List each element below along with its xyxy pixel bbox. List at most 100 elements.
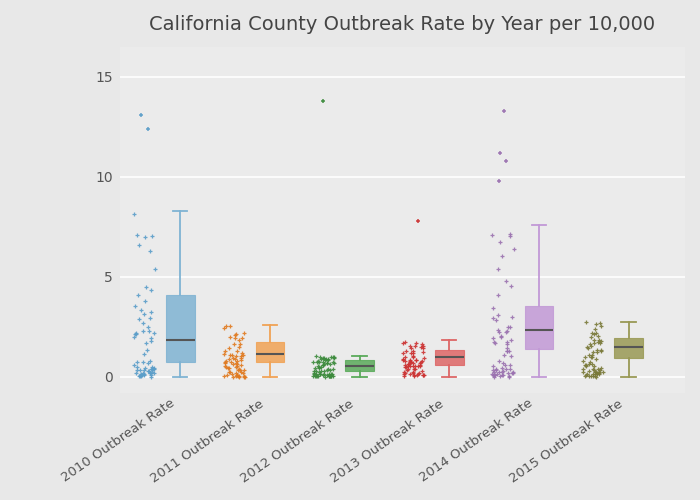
Point — [590, 320, 601, 328]
Point — [220, 358, 232, 366]
Point — [327, 353, 338, 361]
Point — [399, 370, 410, 378]
Point — [146, 334, 157, 342]
Point — [321, 359, 332, 367]
Point — [147, 362, 158, 370]
Point — [398, 354, 409, 362]
Point — [328, 353, 339, 361]
Point — [314, 370, 326, 378]
Point — [500, 365, 512, 373]
Point — [402, 365, 414, 373]
Point — [414, 362, 426, 370]
Point — [220, 363, 232, 371]
Point — [502, 338, 513, 346]
Point — [494, 328, 505, 336]
Point — [589, 372, 600, 380]
Point — [326, 370, 337, 378]
Point — [131, 329, 142, 337]
Point — [230, 372, 241, 380]
Point — [309, 364, 321, 372]
Point — [598, 368, 609, 376]
Point — [589, 368, 600, 376]
Point — [504, 372, 515, 380]
Point — [145, 356, 156, 364]
Point — [311, 358, 322, 366]
Point — [328, 359, 339, 367]
Point — [307, 372, 318, 380]
Point — [580, 361, 592, 369]
Point — [324, 372, 335, 380]
Point — [502, 328, 513, 336]
Point — [416, 358, 427, 366]
Point — [581, 371, 592, 379]
Point — [589, 326, 601, 334]
Point — [239, 329, 250, 337]
Point — [321, 360, 332, 368]
Point — [218, 372, 230, 380]
Point — [500, 360, 511, 368]
Point — [501, 344, 512, 351]
Point — [405, 362, 416, 370]
Point — [228, 372, 239, 380]
Point — [148, 330, 160, 338]
Point — [498, 106, 509, 114]
Point — [412, 362, 423, 370]
Point — [318, 370, 329, 378]
Point — [416, 340, 428, 348]
Point — [407, 362, 418, 370]
Point — [407, 349, 419, 357]
Point — [419, 354, 430, 362]
Point — [316, 366, 327, 374]
Point — [323, 370, 335, 378]
Point — [582, 344, 594, 352]
Point — [412, 216, 423, 224]
Point — [132, 358, 143, 366]
Point — [315, 354, 326, 362]
Point — [139, 297, 150, 305]
Point — [137, 320, 148, 328]
Point — [230, 358, 241, 366]
Point — [583, 372, 594, 380]
Point — [145, 372, 156, 380]
Point — [400, 363, 412, 371]
Point — [326, 372, 337, 380]
Point — [234, 343, 245, 351]
Point — [402, 360, 413, 368]
Point — [236, 356, 247, 364]
Point — [231, 357, 242, 365]
Point — [587, 348, 598, 356]
Point — [498, 360, 509, 368]
Point — [507, 313, 518, 321]
Point — [328, 358, 339, 366]
Point — [580, 353, 591, 361]
Point — [500, 328, 512, 336]
Point — [400, 338, 411, 345]
Point — [141, 346, 153, 354]
Point — [148, 364, 160, 372]
Point — [317, 354, 328, 362]
Point — [148, 365, 160, 373]
Point — [147, 364, 158, 372]
Point — [404, 356, 415, 364]
Point — [146, 232, 158, 240]
Point — [504, 364, 515, 372]
Point — [134, 241, 145, 249]
Point — [418, 370, 429, 378]
Point — [399, 370, 410, 378]
Point — [488, 304, 499, 312]
Point — [218, 324, 230, 332]
Point — [592, 338, 603, 346]
Point — [583, 360, 594, 368]
Point — [322, 365, 333, 373]
Point — [325, 372, 336, 380]
Point — [313, 357, 324, 365]
Point — [584, 340, 595, 348]
Point — [149, 265, 160, 273]
Point — [405, 358, 416, 366]
Point — [492, 291, 503, 299]
Point — [129, 210, 140, 218]
Point — [138, 358, 149, 366]
Point — [324, 360, 335, 368]
Bar — [166, 294, 195, 362]
Point — [224, 352, 235, 360]
